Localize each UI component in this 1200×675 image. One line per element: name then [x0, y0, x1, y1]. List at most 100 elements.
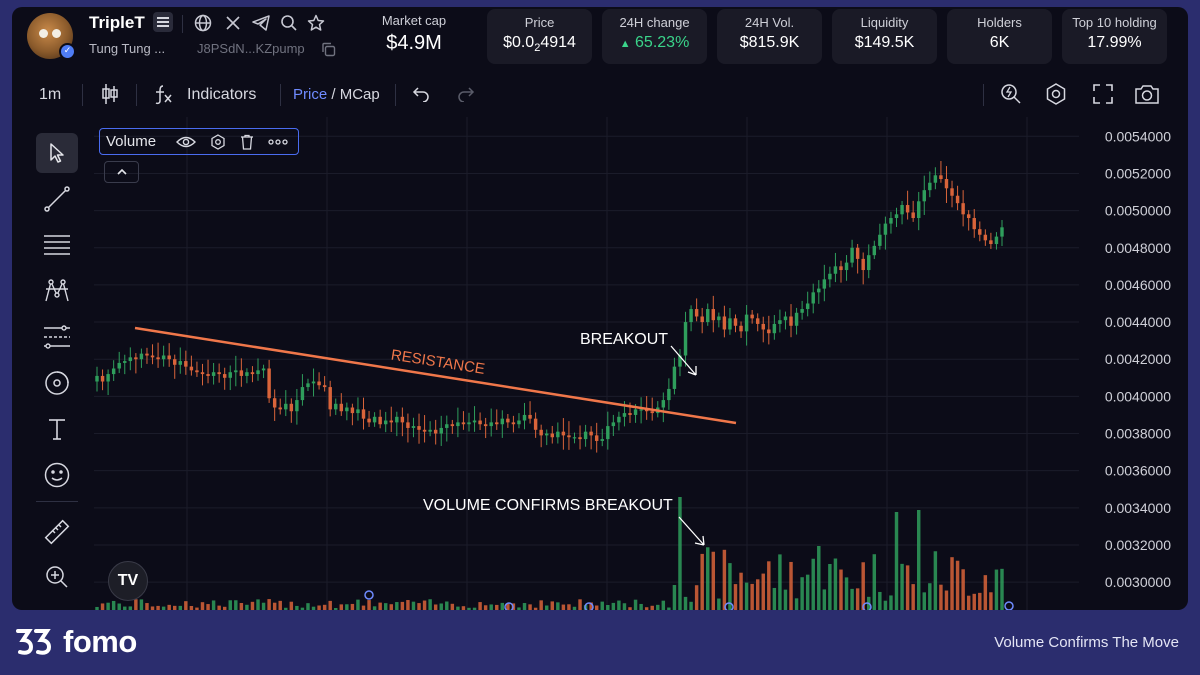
indicators-button[interactable]: Indicators — [187, 86, 257, 103]
candle-body — [572, 437, 577, 439]
volume-bar — [772, 587, 777, 610]
fullscreen-icon[interactable] — [1090, 81, 1116, 107]
emoji-tool[interactable] — [36, 455, 78, 495]
website-globe-icon[interactable] — [192, 12, 214, 34]
toolbar-divider — [280, 84, 281, 106]
candle-body — [184, 361, 188, 367]
redo-icon[interactable] — [455, 83, 477, 105]
token-avatar[interactable] — [27, 13, 73, 59]
brush-tool[interactable] — [36, 363, 78, 403]
candle-body — [228, 372, 232, 378]
trash-icon[interactable] — [240, 134, 254, 150]
event-marker-icon[interactable] — [584, 602, 594, 610]
trend-line-tool[interactable] — [36, 179, 78, 219]
candle-body — [222, 374, 227, 378]
candle-body — [150, 355, 155, 358]
candle-body — [955, 195, 960, 204]
volume-bar — [717, 598, 721, 610]
resistance-trendline[interactable] — [134, 326, 737, 425]
volume-bar — [711, 551, 716, 610]
settings-icon[interactable] — [210, 133, 226, 150]
event-marker-icon[interactable] — [862, 602, 872, 610]
candle-body — [400, 416, 405, 423]
measure-tool[interactable] — [36, 512, 78, 552]
menu-icon[interactable] — [153, 12, 173, 32]
candle-body — [728, 318, 732, 330]
undo-icon[interactable] — [410, 83, 432, 105]
settings-hexagon-icon[interactable] — [1043, 81, 1069, 107]
copy-icon[interactable] — [319, 40, 337, 58]
collapse-legend-button[interactable] — [104, 161, 139, 183]
more-options-icon[interactable] — [268, 138, 288, 145]
volume-bar — [750, 583, 754, 610]
candle-body — [644, 409, 649, 412]
volume-bar — [989, 592, 993, 610]
volume-bar — [600, 601, 604, 610]
tradingview-logo-icon[interactable]: TV — [108, 561, 148, 601]
zoom-tool[interactable] — [36, 557, 78, 597]
candle-body — [617, 416, 621, 423]
indicators-fx-icon[interactable] — [152, 82, 176, 106]
volume-bar — [889, 595, 893, 610]
stat-24h-change: 24H change ▲ 65.23% — [602, 9, 707, 64]
volume-bar — [383, 603, 388, 610]
candle-body — [117, 362, 121, 369]
market-cap-label: Market cap — [381, 13, 447, 28]
search-icon[interactable] — [278, 12, 300, 34]
price-toggle[interactable]: Price — [293, 86, 328, 103]
y-tick-label: 0.0034000 — [1105, 500, 1171, 516]
candle-body — [939, 175, 943, 180]
volume-bar — [983, 575, 988, 610]
volume-bar — [767, 561, 771, 610]
mcap-toggle[interactable]: MCap — [339, 86, 380, 103]
volume-bar — [245, 604, 249, 610]
resistance-label: RESISTANCE — [390, 346, 486, 377]
screenshot-camera-icon[interactable] — [1133, 81, 1161, 107]
event-marker-icon[interactable] — [364, 590, 374, 600]
y-tick-label: 0.0054000 — [1105, 128, 1171, 144]
telegram-icon[interactable] — [250, 12, 272, 34]
candle-body — [178, 361, 183, 365]
stat-value: 17.99% — [1087, 34, 1142, 51]
candle-body — [972, 218, 976, 230]
candle-body — [483, 424, 488, 427]
pattern-tool[interactable] — [36, 271, 78, 311]
candle-body — [844, 262, 849, 271]
volume-indicator-legend[interactable]: Volume — [99, 128, 299, 155]
eye-icon[interactable] — [176, 135, 197, 149]
volume-bar — [761, 573, 765, 610]
event-marker-icon[interactable] — [1004, 601, 1014, 610]
volume-bar — [239, 603, 244, 610]
candle-body — [794, 312, 799, 326]
cursor-tool[interactable] — [36, 133, 78, 173]
forecast-tool[interactable] — [36, 317, 78, 357]
fib-retracement-tool[interactable] — [36, 225, 78, 265]
quick-search-icon[interactable] — [998, 81, 1024, 107]
volume-bar — [339, 604, 344, 610]
candle-body — [250, 372, 255, 375]
candle-body — [706, 309, 710, 323]
volume-bar — [961, 569, 965, 610]
volume-bar — [694, 585, 699, 610]
candle-body — [422, 429, 427, 432]
interval-selector[interactable]: 1m — [39, 86, 62, 103]
event-marker-icon[interactable] — [724, 602, 734, 610]
candle-body — [361, 409, 366, 419]
event-marker-icon[interactable] — [504, 602, 514, 610]
price-chart[interactable]: 0.0054000 0.0052000 0.0050000 0.0048000 0.00… — [94, 117, 1188, 610]
volume-bar — [322, 604, 327, 610]
candle-style-icon[interactable] — [98, 82, 122, 106]
candle-body — [378, 416, 382, 425]
volume-bar — [528, 604, 532, 610]
ruler-icon — [44, 519, 70, 545]
candle-body — [284, 403, 288, 410]
candle-body — [522, 414, 527, 421]
text-tool[interactable] — [36, 409, 78, 449]
x-twitter-icon[interactable] — [222, 12, 244, 34]
star-icon[interactable] — [305, 12, 327, 34]
candle-body — [622, 413, 627, 417]
price-mcap-toggle[interactable]: Price / MCap — [293, 86, 380, 103]
candle-body — [500, 418, 505, 425]
footer-tagline: Volume Confirms The Move — [994, 634, 1179, 651]
volume-bar — [189, 605, 194, 610]
